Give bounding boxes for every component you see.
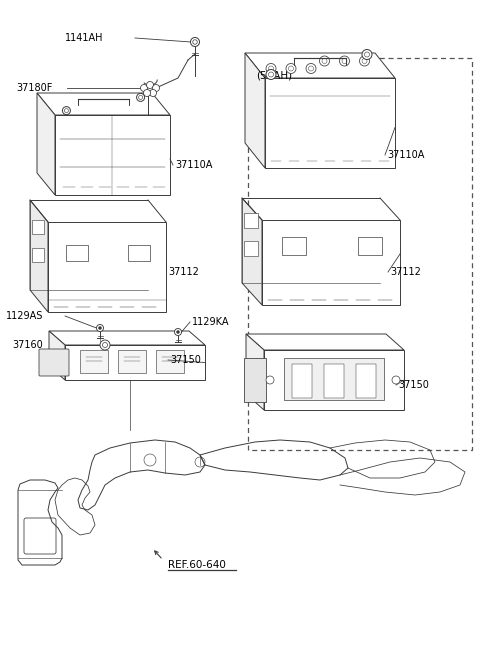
Bar bbox=[248, 58, 472, 450]
Polygon shape bbox=[265, 78, 395, 168]
Bar bbox=[80, 350, 108, 373]
Polygon shape bbox=[245, 53, 395, 78]
Circle shape bbox=[191, 37, 200, 47]
Circle shape bbox=[177, 331, 180, 333]
Circle shape bbox=[266, 376, 274, 384]
Circle shape bbox=[306, 64, 316, 73]
Circle shape bbox=[362, 49, 372, 60]
Text: (56AH): (56AH) bbox=[256, 70, 292, 80]
Bar bbox=[282, 237, 306, 255]
Circle shape bbox=[144, 89, 151, 96]
Bar bbox=[358, 237, 382, 255]
Text: REF.60-640: REF.60-640 bbox=[168, 560, 226, 570]
Polygon shape bbox=[37, 93, 170, 115]
Polygon shape bbox=[246, 334, 404, 350]
Bar bbox=[66, 245, 88, 260]
Circle shape bbox=[392, 376, 400, 384]
Bar bbox=[324, 364, 344, 398]
Polygon shape bbox=[48, 222, 166, 312]
Circle shape bbox=[141, 85, 147, 91]
Bar bbox=[356, 364, 376, 398]
Polygon shape bbox=[264, 350, 404, 410]
Circle shape bbox=[286, 64, 296, 73]
Polygon shape bbox=[65, 345, 205, 380]
Polygon shape bbox=[37, 93, 55, 195]
Text: 37110A: 37110A bbox=[387, 150, 424, 160]
Text: 1129AS: 1129AS bbox=[6, 311, 43, 321]
Polygon shape bbox=[49, 331, 205, 345]
Circle shape bbox=[146, 81, 154, 89]
Circle shape bbox=[96, 325, 104, 331]
Text: 37150: 37150 bbox=[170, 355, 201, 365]
Text: 1129KA: 1129KA bbox=[192, 317, 229, 327]
Bar bbox=[292, 364, 312, 398]
Polygon shape bbox=[30, 200, 48, 312]
Bar bbox=[244, 358, 266, 402]
Polygon shape bbox=[245, 53, 265, 168]
Text: 37110A: 37110A bbox=[175, 160, 212, 170]
Polygon shape bbox=[246, 334, 264, 410]
Bar bbox=[284, 358, 384, 400]
Circle shape bbox=[100, 340, 110, 350]
Polygon shape bbox=[262, 220, 400, 305]
Text: 37180F: 37180F bbox=[17, 83, 53, 93]
Polygon shape bbox=[242, 198, 262, 305]
FancyBboxPatch shape bbox=[39, 349, 69, 376]
Circle shape bbox=[62, 106, 71, 115]
Bar bbox=[156, 350, 184, 373]
Circle shape bbox=[175, 329, 181, 335]
Circle shape bbox=[149, 89, 156, 96]
Bar bbox=[118, 350, 146, 373]
Circle shape bbox=[320, 56, 329, 66]
Text: 37112: 37112 bbox=[168, 267, 199, 277]
Circle shape bbox=[339, 56, 349, 66]
Circle shape bbox=[98, 327, 101, 329]
Polygon shape bbox=[55, 115, 170, 195]
Circle shape bbox=[137, 93, 144, 102]
Text: 37150: 37150 bbox=[398, 380, 429, 390]
Bar bbox=[32, 220, 44, 234]
Bar bbox=[128, 245, 150, 260]
Text: 37112: 37112 bbox=[390, 267, 421, 277]
Polygon shape bbox=[49, 331, 65, 380]
Circle shape bbox=[266, 70, 276, 79]
Text: 37160: 37160 bbox=[12, 340, 43, 350]
Circle shape bbox=[360, 56, 370, 66]
Bar bbox=[244, 213, 258, 228]
Circle shape bbox=[266, 64, 276, 73]
Bar bbox=[32, 248, 44, 262]
Bar bbox=[244, 241, 258, 256]
Circle shape bbox=[153, 85, 159, 91]
Text: 1141AH: 1141AH bbox=[64, 33, 103, 43]
